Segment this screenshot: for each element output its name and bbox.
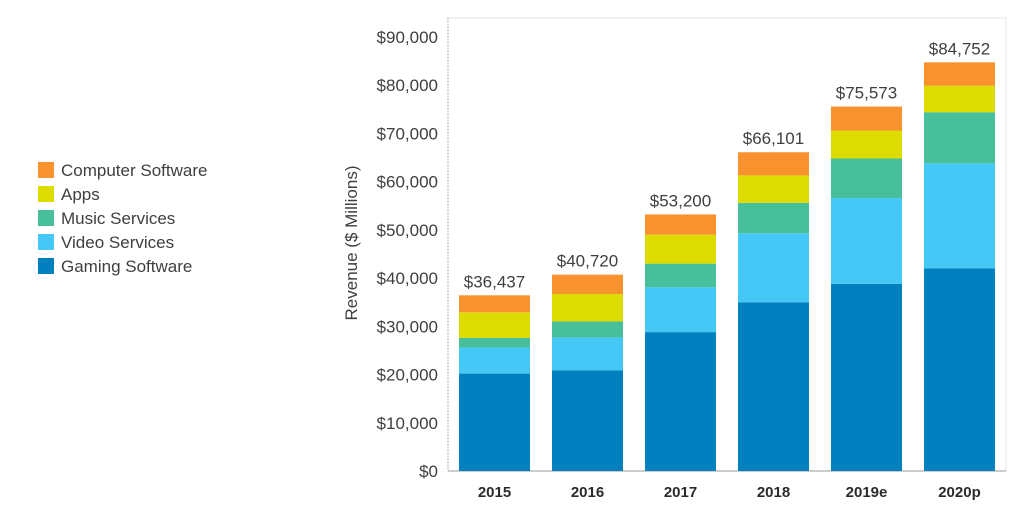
bar-segment-music-services-2020p	[924, 112, 995, 164]
bar-segment-gaming-software-2020p	[924, 268, 995, 471]
y-tick-label: $70,000	[377, 124, 438, 143]
bar-segment-video-services-2019e	[831, 198, 902, 284]
legend-swatch	[38, 234, 54, 250]
y-tick-label: $0	[419, 462, 438, 481]
legend-label: Video Services	[61, 233, 174, 252]
bar-segment-video-services-2018	[738, 233, 809, 303]
bar-segment-computer-software-2016	[552, 274, 623, 295]
y-tick-label: $80,000	[377, 76, 438, 95]
legend-label: Computer Software	[61, 161, 207, 180]
bar-total-label: $75,573	[836, 84, 897, 103]
bar-total-label: $36,437	[464, 272, 525, 291]
bar-segment-apps-2016	[552, 294, 623, 322]
legend-item-music-services: Music Services	[38, 209, 175, 228]
bar-segment-music-services-2016	[552, 321, 623, 338]
bar-segment-apps-2020p	[924, 85, 995, 113]
bar-segment-apps-2015	[459, 312, 530, 338]
bar-segment-computer-software-2017	[645, 214, 716, 235]
bar-segment-music-services-2019e	[831, 158, 902, 199]
bar-segment-gaming-software-2018	[738, 302, 809, 471]
bar-segment-music-services-2018	[738, 202, 809, 234]
y-tick-label: $90,000	[377, 28, 438, 47]
bar-segment-gaming-software-2017	[645, 332, 716, 471]
bar-segment-video-services-2016	[552, 337, 623, 371]
bar-segment-computer-software-2018	[738, 152, 809, 176]
bar-segment-apps-2018	[738, 175, 809, 203]
x-tick-label: 2015	[478, 484, 511, 501]
y-axis-title: Revenue ($ Millions)	[342, 166, 361, 321]
bar-segment-computer-software-2020p	[924, 62, 995, 86]
legend-item-computer-software: Computer Software	[38, 161, 207, 180]
x-tick-label: 2017	[664, 484, 697, 501]
bar-segment-apps-2019e	[831, 130, 902, 159]
y-tick-label: $40,000	[377, 269, 438, 288]
bar-total-label: $66,101	[743, 129, 804, 148]
legend-item-gaming-software: Gaming Software	[38, 257, 192, 276]
x-tick-label: 2019e	[846, 484, 888, 501]
plot-frame	[447, 17, 1007, 472]
x-tick-label: 2016	[571, 484, 604, 501]
bar-segment-apps-2017	[645, 234, 716, 264]
y-tick-label: $10,000	[377, 414, 438, 433]
legend-label: Apps	[61, 185, 100, 204]
x-tick-label: 2020p	[938, 484, 981, 501]
bar-segment-video-services-2015	[459, 347, 530, 374]
bar-segment-gaming-software-2015	[459, 373, 530, 471]
bar-total-label: $40,720	[557, 252, 618, 271]
bar-segment-music-services-2015	[459, 337, 530, 348]
y-tick-label: $50,000	[377, 221, 438, 240]
bar-segment-gaming-software-2019e	[831, 283, 902, 471]
legend-swatch	[38, 162, 54, 178]
bar-total-label: $84,752	[929, 39, 990, 58]
legend-label: Gaming Software	[61, 257, 192, 276]
legend-item-video-services: Video Services	[38, 233, 174, 252]
legend-swatch	[38, 210, 54, 226]
bar-segment-computer-software-2015	[459, 295, 530, 313]
bar-segment-music-services-2017	[645, 263, 716, 288]
y-tick-label: $60,000	[377, 173, 438, 192]
x-tick-label: 2018	[757, 484, 790, 501]
bar-segment-gaming-software-2016	[552, 370, 623, 471]
legend-swatch	[38, 258, 54, 274]
bar-segment-video-services-2017	[645, 287, 716, 333]
bar-total-label: $53,200	[650, 191, 711, 210]
y-tick-label: $30,000	[377, 317, 438, 336]
bar-segment-video-services-2020p	[924, 163, 995, 269]
legend-swatch	[38, 186, 54, 202]
legend-label: Music Services	[61, 209, 175, 228]
legend-item-apps: Apps	[38, 185, 100, 204]
y-tick-label: $20,000	[377, 366, 438, 385]
bar-segment-computer-software-2019e	[831, 106, 902, 131]
